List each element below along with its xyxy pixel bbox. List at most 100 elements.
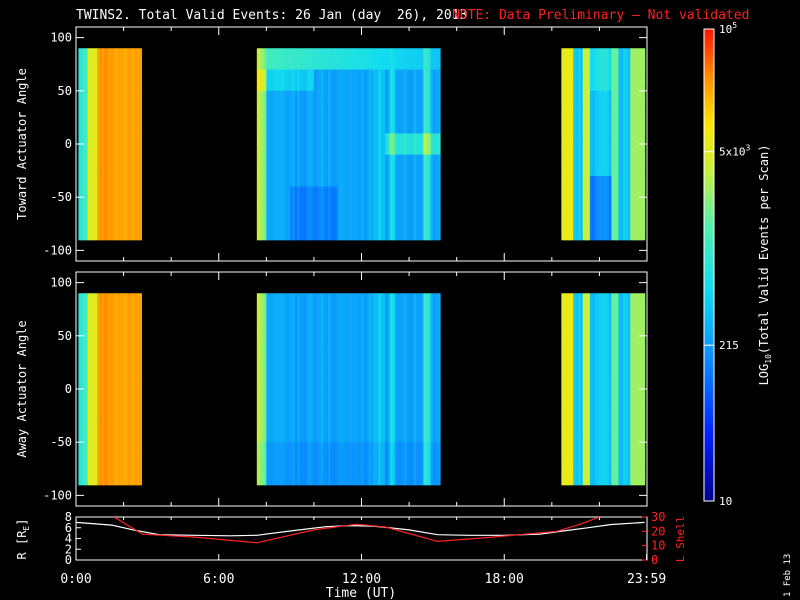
heatmap-cell <box>287 378 291 390</box>
heatmap-cell <box>316 154 320 166</box>
heatmap-cell <box>632 431 636 443</box>
heatmap-cell <box>363 144 367 156</box>
heatmap-cell <box>416 389 420 401</box>
heatmap-cell <box>134 133 138 145</box>
heatmap-cell <box>618 399 622 411</box>
heatmap-cell <box>397 218 401 230</box>
heatmap-cell <box>420 325 424 337</box>
heatmap-cell <box>354 197 358 209</box>
heatmap-cell <box>99 474 103 486</box>
heatmap-cell <box>637 218 641 230</box>
heatmap-cell <box>299 112 303 124</box>
heatmap-cell <box>309 197 313 209</box>
heatmap-cell <box>371 325 374 337</box>
heatmap-cell <box>294 58 298 71</box>
heatmap-cell <box>606 197 610 209</box>
heatmap-cell <box>611 346 615 358</box>
heatmap-cell <box>120 463 124 475</box>
heatmap-cell <box>585 431 589 443</box>
heatmap-cell <box>97 48 100 60</box>
heatmap-cell <box>347 186 351 198</box>
heatmap-cell <box>309 346 313 358</box>
heatmap-cell <box>321 367 325 379</box>
heatmap-cell <box>404 367 408 379</box>
heatmap-cell <box>287 218 291 230</box>
heatmap-cell <box>401 346 405 358</box>
heatmap-cell <box>335 389 339 401</box>
heatmap-cell <box>409 80 413 92</box>
heatmap-cell <box>404 90 408 103</box>
heatmap-cell <box>604 314 608 326</box>
heatmap-cell <box>328 389 332 401</box>
heatmap-cell <box>313 389 317 401</box>
heatmap-cell <box>344 122 348 134</box>
heatmap-cell <box>406 175 410 188</box>
heatmap-cell <box>589 80 593 92</box>
heatmap-cell <box>570 303 574 316</box>
heatmap-cell <box>290 420 294 433</box>
heatmap-cell <box>111 186 115 198</box>
heatmap-cell <box>351 357 355 369</box>
heatmap-cell <box>354 389 358 401</box>
heatmap-cell <box>85 463 89 475</box>
heatmap-cell <box>378 367 382 379</box>
heatmap-cell <box>375 165 379 177</box>
heatmap-cell <box>328 474 332 486</box>
heatmap-cell <box>351 452 355 465</box>
heatmap-cell <box>275 357 279 369</box>
heatmap-cell <box>601 144 605 156</box>
heatmap-cell <box>330 314 334 326</box>
heatmap-cell <box>332 165 336 177</box>
heatmap-cell <box>580 48 584 60</box>
heatmap-cell <box>416 112 420 124</box>
heatmap-cell <box>601 80 605 92</box>
heatmap-cell <box>361 144 365 156</box>
heatmap-cell <box>106 69 110 81</box>
heatmap-cell <box>294 186 298 198</box>
heatmap-cell <box>259 133 263 145</box>
heatmap-cell <box>136 367 140 379</box>
heatmap-cell <box>106 399 110 411</box>
heatmap-cell <box>611 335 615 348</box>
heatmap-cell <box>101 58 105 71</box>
heatmap-cell <box>337 197 341 209</box>
heatmap-cell <box>397 154 401 166</box>
heatmap-cell <box>599 463 603 475</box>
heatmap-cell <box>273 48 277 60</box>
heatmap-cell <box>263 197 267 209</box>
heatmap-cell <box>416 293 420 305</box>
heatmap-cell <box>409 420 413 433</box>
heatmap-cell <box>83 357 86 369</box>
heatmap-cell <box>418 420 422 433</box>
heatmap-cell <box>268 335 272 348</box>
heatmap-cell <box>430 474 434 486</box>
heatmap-cell <box>404 218 408 230</box>
heatmap-cell <box>406 122 410 134</box>
heatmap-cell <box>271 218 275 230</box>
heatmap-cell <box>344 325 348 337</box>
heatmap-cell <box>304 410 308 422</box>
heatmap-cell <box>635 69 639 81</box>
heatmap-cell <box>620 431 624 443</box>
heatmap-cell <box>578 207 581 220</box>
heatmap-cell <box>616 229 620 241</box>
heatmap-cell <box>290 133 294 145</box>
heatmap-cell <box>273 314 277 326</box>
heatmap-cell <box>430 335 434 348</box>
heatmap-cell <box>136 207 140 220</box>
heatmap-cell <box>380 357 384 369</box>
heatmap-cell <box>630 90 634 103</box>
heatmap-cell <box>375 463 379 475</box>
heatmap-cell <box>406 452 410 465</box>
heatmap-cell <box>85 101 89 113</box>
heatmap-cell <box>413 218 417 230</box>
heatmap-cell <box>304 389 308 401</box>
heatmap-cell <box>359 293 363 305</box>
heatmap-cell <box>373 420 377 433</box>
heatmap-cell <box>94 144 98 156</box>
heatmap-cell <box>378 80 382 92</box>
heatmap-cell <box>437 442 441 454</box>
heatmap-cell <box>359 90 363 103</box>
heatmap-cell <box>127 303 131 316</box>
heatmap-cell <box>323 197 327 209</box>
